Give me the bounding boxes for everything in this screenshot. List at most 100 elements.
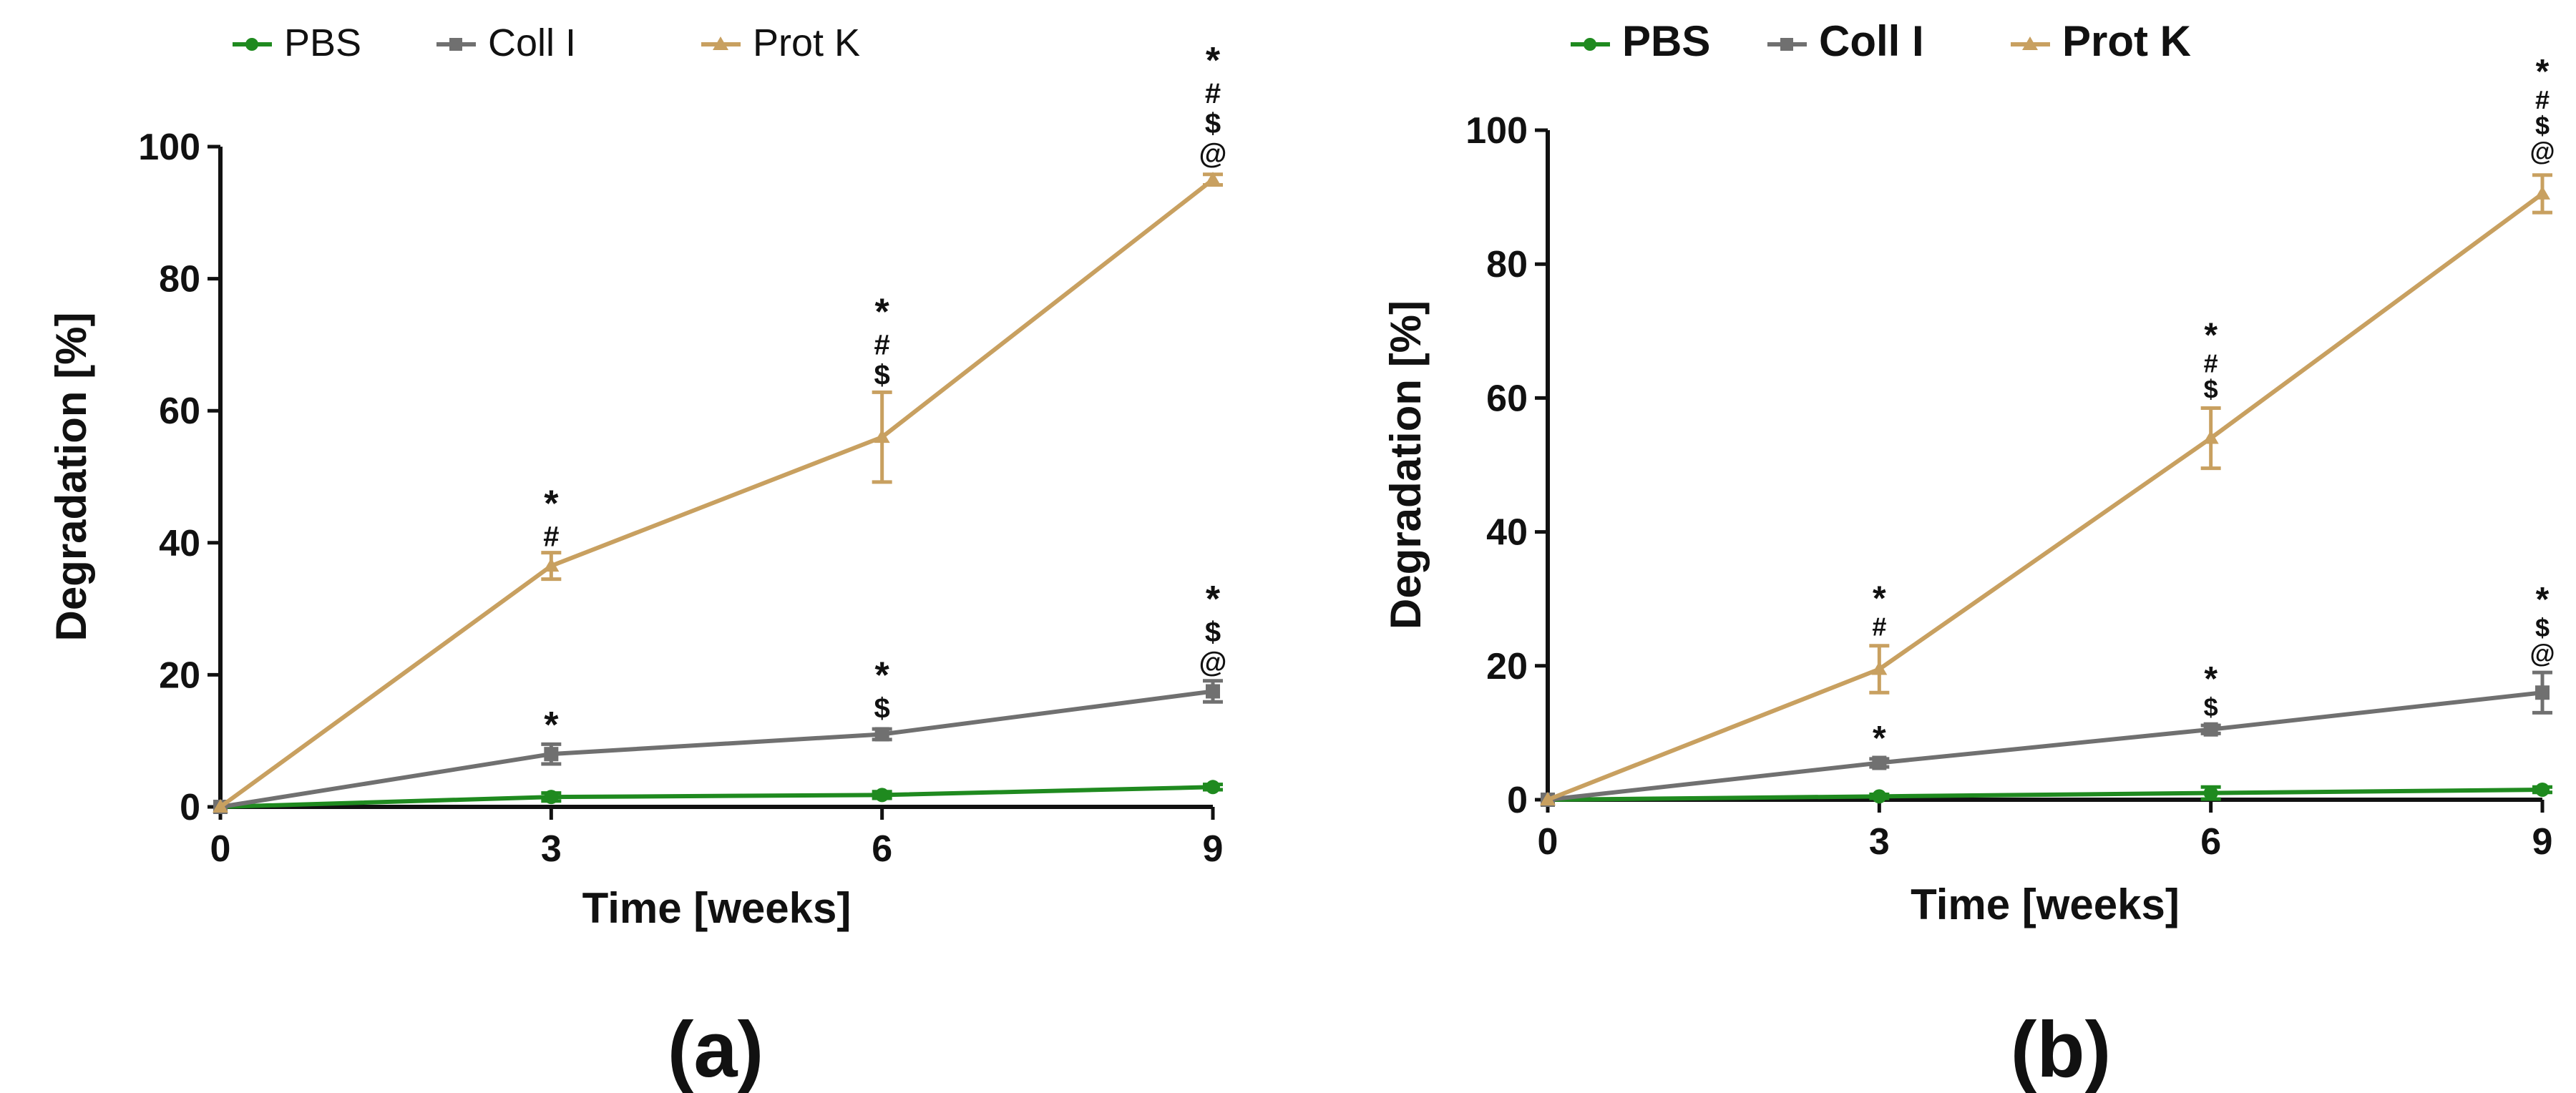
x-tick-label: 0 (210, 828, 231, 870)
significance-annotation: *#$@ (1199, 40, 1226, 170)
significance-annotation: *$ (2204, 660, 2218, 722)
significance-annotation: *#$@ (2529, 53, 2555, 166)
x-axis-label: Time [weeks] (582, 884, 852, 932)
y-tick-label: 60 (159, 391, 200, 432)
y-tick-label: 80 (159, 259, 200, 300)
annotation-symbol: $ (874, 692, 890, 724)
annotation-symbol: # (1205, 78, 1221, 109)
data-point (543, 558, 560, 572)
annotation-symbol: $ (1205, 108, 1221, 139)
data-point (2535, 685, 2550, 700)
legend-item-prot-k: Prot K (2011, 17, 2191, 65)
data-point (874, 727, 889, 742)
y-tick-label: 40 (1486, 512, 1528, 554)
annotation-symbol: $ (2204, 692, 2218, 722)
significance-annotation: * (1873, 720, 1886, 758)
annotation-symbol: $ (2204, 374, 2218, 403)
x-tick-label: 3 (541, 828, 562, 870)
legend-label: PBS (284, 21, 361, 64)
annotation-symbol: @ (1199, 138, 1226, 170)
y-tick-label: 20 (1486, 646, 1528, 687)
annotation-symbol: # (2535, 85, 2550, 114)
legend-item-coll-i: Coll I (436, 21, 576, 64)
annotation-symbol: * (2204, 660, 2218, 698)
annotation-symbol: * (1873, 720, 1886, 758)
y-tick-label: 100 (1465, 110, 1528, 152)
data-point (544, 790, 559, 805)
series-line (1546, 192, 2544, 802)
series-pbs (1541, 782, 2552, 807)
series-coll-i (1541, 670, 2552, 807)
x-tick-label: 9 (1203, 828, 1224, 870)
annotation-symbol: # (543, 521, 559, 552)
annotation-symbol: # (874, 329, 890, 361)
annotation-symbol: # (1872, 612, 1886, 642)
x-tick-label: 3 (1869, 821, 1890, 863)
annotation-symbol: $ (2535, 111, 2550, 140)
data-point (2203, 785, 2218, 800)
data-point (2202, 430, 2219, 444)
significance-annotation: *$ (874, 655, 890, 724)
annotation-symbol: * (2204, 316, 2218, 354)
series-line (1547, 690, 2543, 802)
significance-annotation: *#$ (874, 291, 890, 391)
data-point (1872, 789, 1887, 804)
series-line (220, 785, 1214, 809)
legend-marker (1780, 38, 1793, 51)
legend-item-coll-i: Coll I (1767, 17, 1924, 65)
series-line (220, 689, 1214, 809)
x-tick-label: 6 (2200, 821, 2221, 863)
data-point (1206, 684, 1220, 699)
data-point (213, 799, 228, 813)
legend-marker (449, 38, 462, 51)
annotation-symbol: * (544, 483, 559, 524)
annotation-symbol: @ (1199, 647, 1226, 678)
annotation-symbol: * (1873, 580, 1886, 618)
x-tick-label: 6 (872, 828, 892, 870)
legend-marker (245, 38, 258, 51)
chart-panel-a: 0 20 40 60 80 100 0 3 6 9 Time [weeks] Degradation … (47, 21, 1227, 932)
legend-label: Coll I (488, 21, 576, 64)
legend-label: Prot K (753, 21, 860, 64)
y-axis-label: Degradation [%] (47, 312, 95, 641)
series-prot-k (1540, 173, 2552, 805)
legend-item-prot-k: Prot K (701, 21, 860, 64)
legend-marker (2022, 36, 2038, 50)
y-tick-label: 40 (159, 523, 200, 564)
annotation-symbol: @ (2529, 137, 2555, 166)
y-tick-label: 80 (1486, 244, 1528, 285)
y-tick-label: 100 (138, 127, 200, 168)
x-axis-label: Time [weeks] (1911, 881, 2180, 928)
series-line (1547, 787, 2543, 802)
significance-annotation: * (544, 705, 559, 746)
series-prot-k (213, 172, 1223, 813)
legend-label: PBS (1622, 17, 1710, 65)
series-line (219, 177, 1214, 809)
data-point (2535, 782, 2550, 797)
data-point (874, 429, 890, 443)
panel-label-a: (a) (668, 1006, 763, 1093)
significance-annotation: *#$ (2204, 316, 2218, 403)
legend-marker (1584, 38, 1596, 51)
y-tick-label: 60 (1486, 378, 1528, 419)
annotation-symbol: * (875, 655, 890, 696)
x-tick-label: 9 (2532, 821, 2553, 863)
data-point (1871, 661, 1888, 675)
annotation-symbol: # (2204, 348, 2218, 378)
y-tick-label: 0 (1507, 780, 1528, 821)
data-point (544, 747, 559, 762)
legend-item-pbs: PBS (233, 21, 361, 64)
annotation-symbol: * (544, 705, 559, 746)
legend-label: Coll I (1819, 17, 1924, 65)
data-point (1872, 755, 1887, 770)
data-point (2203, 722, 2218, 737)
annotation-symbol: @ (2529, 639, 2555, 668)
annotation-symbol: * (2536, 53, 2550, 91)
significance-annotation: *$@ (1199, 579, 1226, 678)
chart-panel-b: 0 20 40 60 80 100 0 3 6 9 Time [weeks] Degradation … (1382, 17, 2555, 928)
legend-marker (713, 36, 728, 50)
x-tick-label: 0 (1538, 821, 1558, 863)
significance-annotation: *# (1872, 580, 1886, 642)
annotation-symbol: $ (874, 359, 890, 391)
y-tick-label: 0 (180, 787, 200, 828)
